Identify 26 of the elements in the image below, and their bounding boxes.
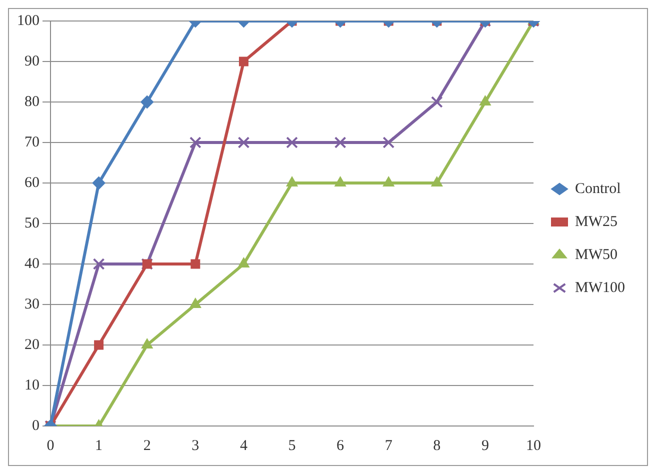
x-tick-label: 1 <box>95 438 103 454</box>
y-tick-label: 80 <box>24 94 40 110</box>
y-tick-label: 40 <box>24 256 40 272</box>
x-tick-label: 7 <box>384 438 393 454</box>
x-tick-label: 8 <box>433 438 441 454</box>
y-tick-label: 90 <box>24 53 40 70</box>
y-tick-label: 100 <box>17 12 40 29</box>
legend-label: Control <box>575 180 621 197</box>
y-tick-label: 50 <box>24 215 40 232</box>
y-tick-label: 70 <box>24 134 40 150</box>
x-tick-label: 6 <box>336 438 345 454</box>
x-tick-label: 10 <box>526 438 542 454</box>
x-tick-label: 3 <box>192 438 200 454</box>
x-tick-label: 0 <box>46 438 54 454</box>
legend-label: MW50 <box>575 246 618 263</box>
x-tick-label: 2 <box>143 438 151 454</box>
y-tick-label: 30 <box>24 296 40 312</box>
legend-label: MW25 <box>575 214 618 230</box>
y-tick-label: 0 <box>32 418 40 434</box>
legend-label: MW100 <box>575 280 626 296</box>
x-tick-label: 9 <box>481 438 489 454</box>
y-tick-label: 60 <box>24 174 40 191</box>
x-tick-label: 5 <box>288 438 296 454</box>
y-tick-label: 10 <box>24 377 40 394</box>
x-tick-label: 4 <box>240 438 248 454</box>
y-tick-label: 20 <box>24 336 40 353</box>
